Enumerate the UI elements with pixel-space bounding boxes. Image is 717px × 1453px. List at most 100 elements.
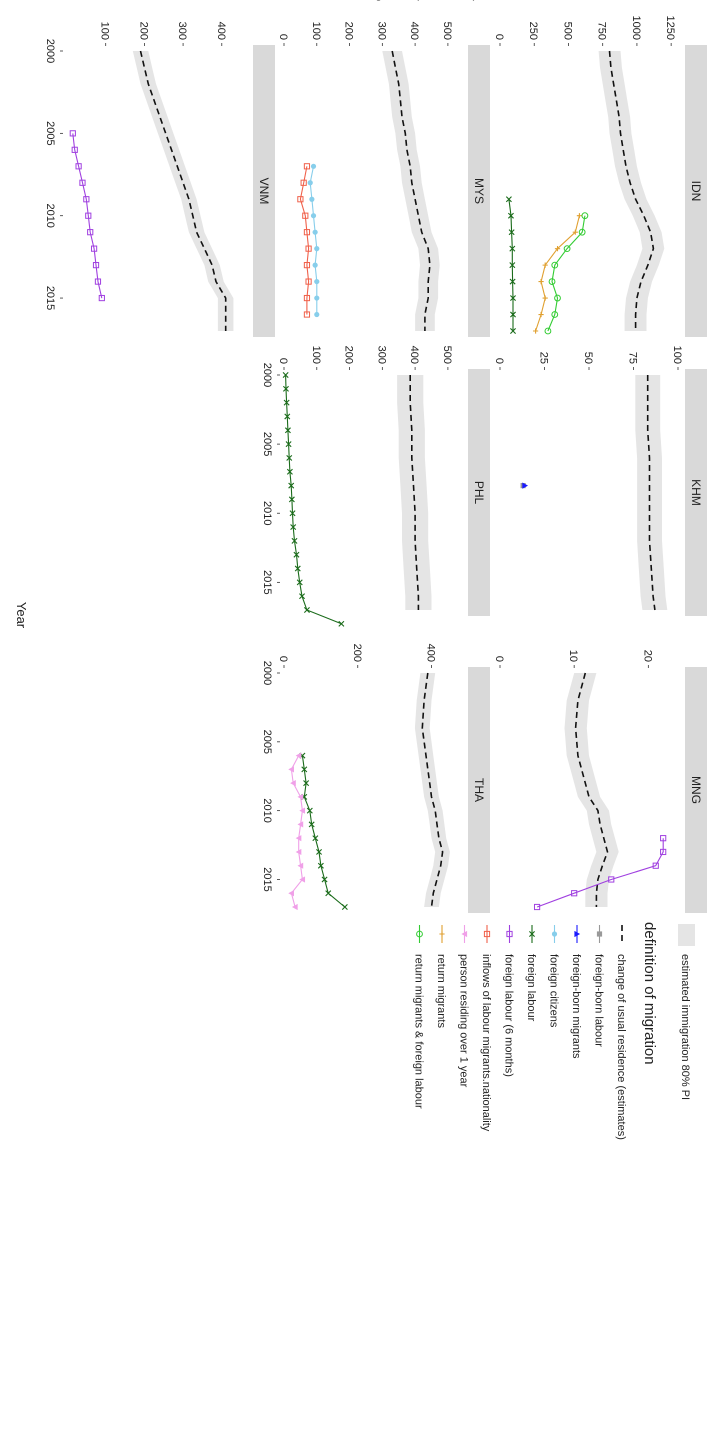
y-tick-label: 500 — [441, 346, 453, 364]
data-point — [325, 890, 332, 897]
data-point — [284, 413, 291, 420]
data-point — [297, 862, 304, 869]
legend-key-marker — [551, 931, 558, 937]
data-point — [510, 311, 516, 318]
legend-item-label: return migrants — [435, 954, 447, 1028]
panel-strip — [468, 45, 490, 337]
data-point — [290, 524, 297, 531]
legend-key-marker — [461, 930, 468, 938]
series-line — [535, 215, 580, 332]
panel-title: KHM — [689, 479, 703, 506]
panel-title: IDN — [689, 181, 703, 202]
panel-phl: PHL 0 100 200 300 400 500 — [277, 346, 490, 627]
data-point — [300, 179, 307, 186]
legend-item: foreign labour (6 months) — [503, 925, 515, 1077]
legend-title: definition of migration — [641, 922, 658, 1065]
series-foreign-born-migrants — [522, 482, 529, 489]
y-tick-label: 0 — [277, 358, 289, 364]
estimate-line — [421, 672, 444, 908]
y-tick-label: 300 — [375, 346, 387, 364]
panel-title: MNG — [689, 776, 703, 804]
data-point — [563, 245, 571, 253]
estimate-line — [608, 50, 655, 331]
y-tick-label: 100 — [99, 22, 111, 40]
data-point — [299, 593, 306, 600]
legend-item-label: inflows of labour migrants.nationality — [480, 954, 492, 1132]
legend-item: return migrants — [435, 925, 447, 1028]
data-point — [282, 385, 289, 392]
panel-idn: IDN 0 250 500 750 1000 1250 — [493, 16, 707, 337]
data-point — [572, 229, 578, 235]
estimate-band — [564, 673, 619, 907]
y-tick-label: 20 — [641, 650, 653, 662]
panel-strip — [468, 369, 490, 616]
data-point — [288, 890, 294, 897]
series-foreign-labour — [299, 752, 348, 910]
data-point — [288, 496, 295, 503]
panel-strip — [685, 45, 707, 337]
data-point — [509, 262, 516, 269]
y-tick-label: 1250 — [664, 16, 676, 40]
y-tick-label: 400 — [215, 22, 227, 40]
legend-item-label: foreign labour — [525, 954, 537, 1022]
data-point — [79, 179, 86, 186]
y-tick-label: 500 — [561, 22, 573, 40]
data-point — [295, 848, 302, 856]
y-tick-label: 500 — [441, 22, 453, 40]
y-tick-label: 200 — [343, 22, 355, 40]
data-point — [314, 246, 320, 252]
panel-vnm: VNM 100 200 300 400 2000 2005 2010 2015 — [44, 22, 275, 337]
data-point — [299, 876, 306, 883]
data-point — [296, 579, 303, 586]
data-point — [286, 454, 293, 461]
legend-item-label: return migrants & foreign labour — [413, 954, 425, 1109]
y-tick-label: 200 — [351, 644, 363, 662]
panel-title: VNM — [257, 178, 271, 205]
data-point — [83, 196, 90, 203]
data-point — [510, 295, 516, 302]
estimate-line — [646, 375, 656, 611]
data-point — [282, 372, 289, 378]
data-point — [571, 890, 578, 897]
data-point — [505, 196, 512, 203]
data-point — [608, 876, 615, 883]
panel-strip — [685, 369, 707, 616]
data-point — [551, 311, 559, 318]
x-tick-label: 2015 — [44, 286, 56, 310]
y-tick-label: 250 — [527, 22, 539, 40]
legend-item: change of usual residence (estimates) — [615, 925, 627, 1140]
legend-item-label: foreign labour (6 months) — [503, 954, 515, 1077]
legend-item: return migrants & foreign labour — [413, 925, 425, 1109]
y-tick-label: 400 — [408, 346, 420, 364]
x-tick-label: 2000 — [261, 363, 273, 387]
y-tick-label: 0 — [493, 358, 505, 364]
panel-mys: MYS 0 100 200 300 400 500 — [277, 22, 490, 337]
data-point — [85, 212, 92, 219]
x-axis-label: Year — [14, 602, 29, 629]
data-point — [303, 163, 311, 170]
data-point — [71, 146, 78, 153]
data-point — [295, 835, 302, 842]
panel-strip — [685, 667, 707, 913]
data-point — [305, 245, 312, 252]
y-tick-label: 300 — [176, 22, 188, 40]
x-axis-phl: 2000 2005 2010 2015 — [261, 363, 280, 595]
legend-key-marker — [574, 930, 581, 938]
legend-key-marker — [506, 930, 513, 938]
data-point — [542, 295, 548, 301]
data-point — [284, 427, 291, 434]
panel-strip — [253, 45, 275, 337]
data-point — [533, 903, 541, 911]
data-point — [542, 262, 548, 268]
data-point — [312, 229, 318, 235]
legend-item-label: foreign citizens — [548, 954, 560, 1028]
legend-item: foreign-born labour — [593, 925, 605, 1047]
data-point — [295, 752, 302, 759]
data-point — [316, 848, 323, 855]
data-point — [314, 295, 320, 301]
series-inflows-of-labour-migrants-nationality — [297, 163, 312, 318]
data-point — [510, 328, 516, 334]
data-point — [291, 537, 298, 544]
x-tick-label: 2010 — [44, 203, 56, 227]
legend: estimated immigration 80% PI definition o… — [413, 922, 695, 1140]
